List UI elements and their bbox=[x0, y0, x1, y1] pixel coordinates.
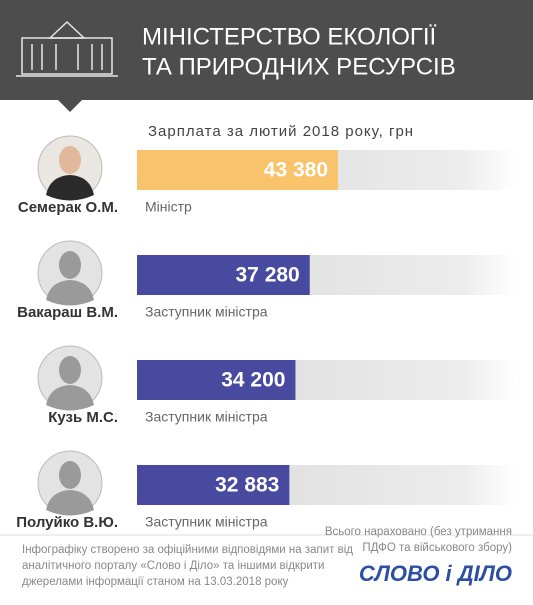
avatar-head bbox=[59, 461, 81, 489]
person-name: Вакараш В.М. bbox=[17, 304, 118, 321]
avatar-body bbox=[46, 490, 94, 516]
avatar-body bbox=[46, 385, 94, 411]
person-name: Кузь М.С. bbox=[48, 409, 118, 426]
avatar bbox=[37, 240, 103, 306]
header-bg bbox=[0, 0, 533, 100]
total-note: ПДФО та військового збору) bbox=[362, 542, 512, 554]
avatar-head bbox=[59, 146, 81, 174]
person-name: Полуйко В.Ю. bbox=[16, 514, 118, 531]
person-name: Семерак О.М. bbox=[18, 199, 118, 216]
value-label: 43 380 bbox=[264, 159, 328, 182]
footer: Інфографіку створено за офіційними відпо… bbox=[22, 526, 512, 588]
header-pointer bbox=[58, 100, 82, 112]
logo: СЛОВО і ДІЛО bbox=[359, 561, 512, 586]
avatar bbox=[37, 135, 103, 201]
avatar-head bbox=[59, 251, 81, 279]
role-label: Заступник міністра bbox=[145, 514, 268, 530]
role-label: Заступник міністра bbox=[145, 304, 268, 320]
footer-note: джерелами інформації станом на 13.03.201… bbox=[22, 576, 289, 588]
avatar-body bbox=[46, 175, 94, 201]
bar bbox=[137, 255, 310, 295]
chart-subtitle: Зарплата за лютий 2018 року, грн bbox=[148, 123, 414, 140]
avatar-head bbox=[59, 356, 81, 384]
avatar bbox=[37, 450, 103, 516]
value-label: 34 200 bbox=[221, 369, 285, 392]
footer-note: Інфографіку створено за офіційними відпо… bbox=[22, 544, 353, 556]
chart-title: ТА ПРИРОДНИХ РЕСУРСІВ bbox=[142, 53, 456, 80]
role-label: Міністр bbox=[145, 199, 192, 215]
value-label: 32 883 bbox=[215, 474, 279, 497]
bar bbox=[137, 465, 290, 505]
role-label: Заступник міністра bbox=[145, 409, 268, 425]
chart-title: МІНІСТЕРСТВО ЕКОЛОГІЇ bbox=[142, 23, 437, 50]
value-label: 37 280 bbox=[236, 264, 300, 287]
building-icon bbox=[16, 20, 118, 77]
total-note: Всього нараховано (без утримання bbox=[325, 526, 512, 538]
footer-note: аналітичного порталу «Слово і Діло» та і… bbox=[22, 560, 324, 572]
bar bbox=[137, 360, 296, 400]
avatar bbox=[37, 345, 103, 411]
bar bbox=[137, 150, 338, 190]
avatar-body bbox=[46, 280, 94, 306]
